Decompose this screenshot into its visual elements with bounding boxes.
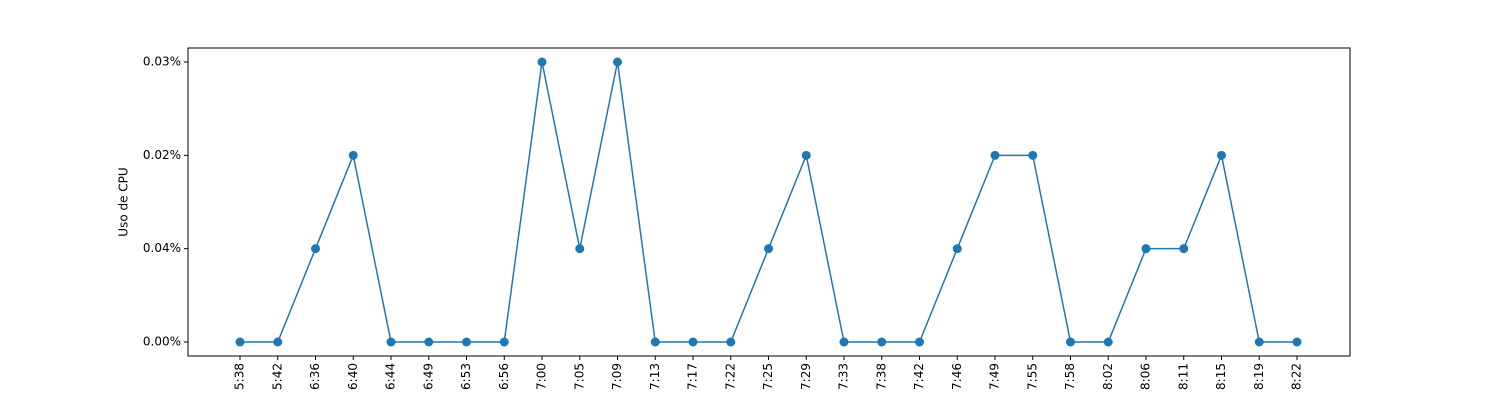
data-point xyxy=(1066,337,1075,347)
x-tick-label: 7:29 xyxy=(799,363,813,390)
data-point xyxy=(235,337,245,347)
x-tick-label: 6:44 xyxy=(384,363,398,390)
data-point xyxy=(273,337,283,347)
y-tick-label: 0.03% xyxy=(143,55,181,69)
data-point xyxy=(348,150,358,160)
y-tick-label: 0.04% xyxy=(143,241,181,255)
x-tick-label: 7:58 xyxy=(1063,363,1077,390)
x-tick-label: 8:15 xyxy=(1214,363,1228,390)
data-point xyxy=(952,244,962,254)
x-tick-label: 8:06 xyxy=(1139,363,1153,390)
x-tick-label: 8:11 xyxy=(1176,363,1190,390)
data-point xyxy=(1217,150,1226,160)
x-tick-label: 7:17 xyxy=(686,363,700,390)
x-tick-label: 8:19 xyxy=(1252,363,1266,390)
x-tick-label: 5:38 xyxy=(233,363,247,390)
data-point xyxy=(311,244,320,254)
data-point xyxy=(915,337,924,347)
data-point xyxy=(386,337,396,347)
data-point xyxy=(688,337,698,347)
x-tick-label: 7:05 xyxy=(572,363,586,390)
x-tick-label: 6:36 xyxy=(308,363,322,390)
x-tick-label: 7:33 xyxy=(837,363,851,390)
data-point xyxy=(990,150,1000,160)
x-tick-label: 6:53 xyxy=(459,363,473,390)
data-point xyxy=(650,337,660,347)
data-point xyxy=(499,337,509,347)
data-point xyxy=(575,244,585,254)
data-point xyxy=(462,337,471,347)
y-axis-label: Uso de CPU xyxy=(117,167,131,236)
data-point xyxy=(726,337,736,347)
x-tick-label: 8:02 xyxy=(1101,363,1115,390)
x-tick-label: 7:38 xyxy=(874,363,888,390)
data-line xyxy=(240,61,1297,343)
data-point xyxy=(801,150,811,160)
x-tick-label: 5:42 xyxy=(270,363,284,390)
data-point xyxy=(1103,337,1113,347)
data-point xyxy=(1179,244,1189,254)
data-point xyxy=(877,337,887,347)
x-tick-label: 6:40 xyxy=(346,363,360,390)
x-tick-label: 7:00 xyxy=(535,363,549,390)
data-point xyxy=(1292,337,1302,347)
x-tick-label: 6:56 xyxy=(497,363,511,390)
x-tick-label: 7:22 xyxy=(723,363,737,390)
data-point xyxy=(764,244,773,254)
x-tick-label: 6:49 xyxy=(421,363,435,390)
y-tick-label: 0.02% xyxy=(143,148,181,162)
x-tick-label: 7:25 xyxy=(761,363,775,390)
data-point xyxy=(424,337,434,347)
data-point xyxy=(613,57,622,67)
x-tick-label: 7:13 xyxy=(648,363,662,390)
x-tick-label: 7:55 xyxy=(1025,363,1039,390)
data-point xyxy=(1028,150,1038,160)
x-tick-label: 7:49 xyxy=(988,363,1002,390)
data-point xyxy=(1254,337,1264,347)
x-tick-label: 8:22 xyxy=(1290,363,1304,390)
x-tick-label: 7:42 xyxy=(912,363,926,390)
data-point xyxy=(1141,244,1151,254)
x-tick-label: 7:46 xyxy=(950,363,964,390)
y-tick-label: 0.00% xyxy=(143,335,181,349)
data-point xyxy=(537,57,547,67)
x-tick-label: 7:09 xyxy=(610,363,624,390)
data-point xyxy=(839,337,849,347)
